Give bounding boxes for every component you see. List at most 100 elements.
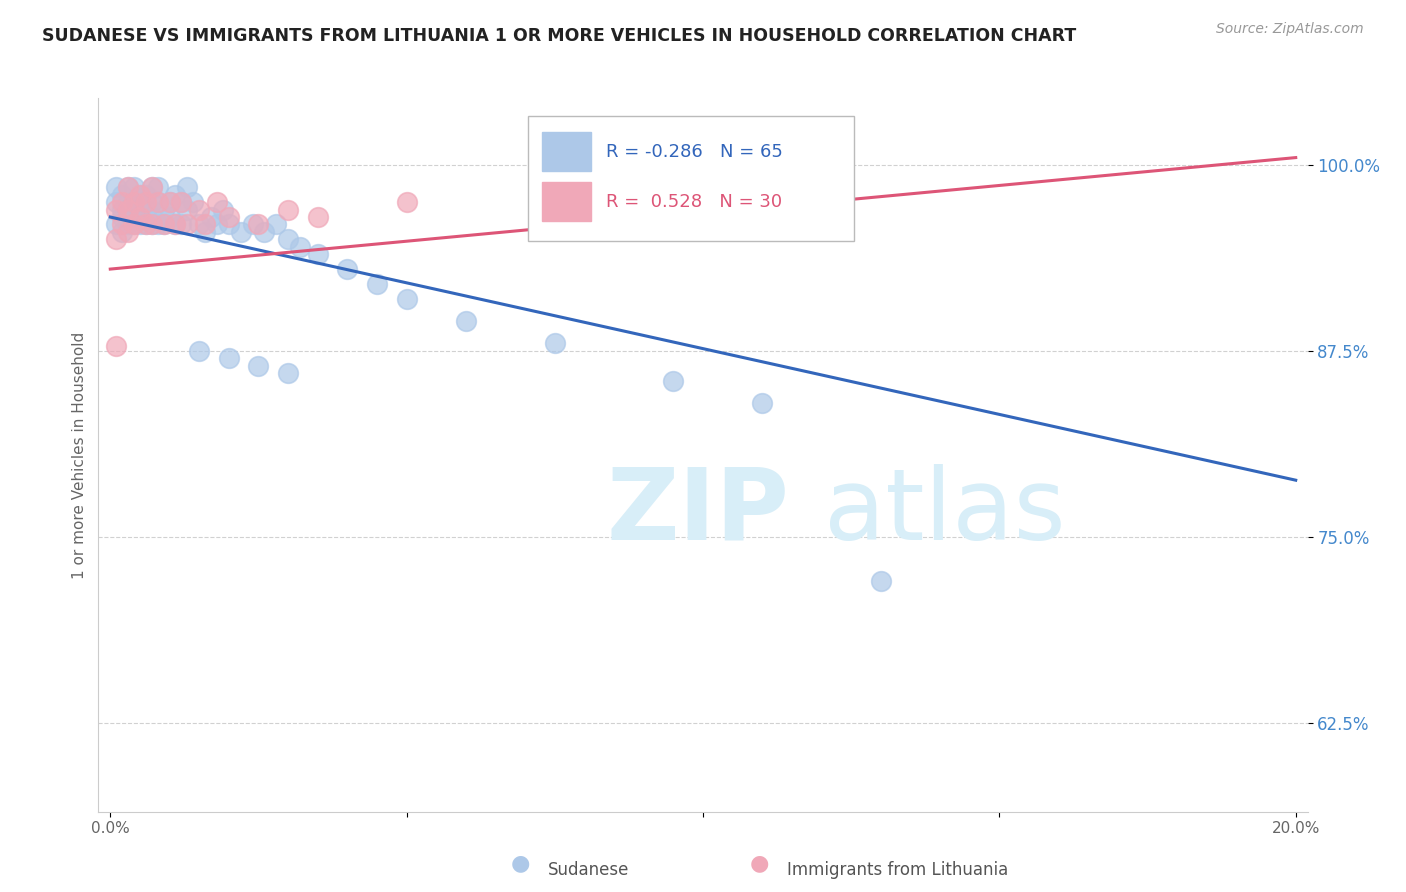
- Point: [165, 187, 187, 202]
- Point: [205, 195, 228, 210]
- Point: [105, 180, 128, 194]
- Point: [105, 195, 128, 210]
- Text: R = -0.286   N = 65: R = -0.286 N = 65: [606, 143, 783, 161]
- Point: [129, 210, 152, 224]
- Text: Immigrants from Lithuania: Immigrants from Lithuania: [787, 861, 1008, 879]
- Text: Sudanese: Sudanese: [548, 861, 630, 879]
- Point: [200, 210, 222, 224]
- Point: [229, 225, 252, 239]
- Point: [117, 225, 139, 239]
- Point: [247, 218, 270, 232]
- Point: [247, 359, 270, 373]
- Point: [188, 343, 211, 358]
- Point: [122, 218, 145, 232]
- Point: [129, 210, 152, 224]
- Point: [288, 240, 311, 254]
- Point: [129, 187, 152, 202]
- Point: [141, 218, 163, 232]
- Point: [176, 180, 198, 194]
- Point: [170, 195, 193, 210]
- Text: atlas: atlas: [824, 464, 1066, 560]
- Point: [218, 351, 240, 366]
- Point: [141, 218, 163, 232]
- Point: [111, 187, 134, 202]
- Point: [111, 218, 134, 232]
- Point: [105, 202, 128, 217]
- Point: [218, 210, 240, 224]
- Point: [122, 210, 145, 224]
- Text: SUDANESE VS IMMIGRANTS FROM LITHUANIA 1 OR MORE VEHICLES IN HOUSEHOLD CORRELATIO: SUDANESE VS IMMIGRANTS FROM LITHUANIA 1 …: [42, 27, 1077, 45]
- Point: [117, 218, 139, 232]
- Point: [135, 218, 157, 232]
- Point: [105, 339, 128, 353]
- Point: [152, 218, 174, 232]
- Point: [135, 195, 157, 210]
- Point: [205, 218, 228, 232]
- Point: [277, 202, 299, 217]
- Point: [122, 218, 145, 232]
- Point: [165, 218, 187, 232]
- Point: [117, 195, 139, 210]
- Point: [159, 195, 181, 210]
- Point: [662, 374, 685, 388]
- Point: [170, 218, 193, 232]
- Text: ●: ●: [510, 854, 530, 873]
- Point: [135, 187, 157, 202]
- Point: [135, 202, 157, 217]
- Point: [122, 195, 145, 210]
- Point: [176, 202, 198, 217]
- Point: [111, 210, 134, 224]
- Point: [141, 180, 163, 194]
- Point: [307, 210, 329, 224]
- Point: [869, 574, 891, 589]
- Point: [212, 202, 235, 217]
- Point: [111, 225, 134, 239]
- FancyBboxPatch shape: [527, 116, 855, 241]
- Point: [159, 195, 181, 210]
- Point: [146, 195, 169, 210]
- Point: [454, 314, 477, 328]
- Text: ZIP: ZIP: [606, 464, 789, 560]
- Point: [194, 225, 217, 239]
- FancyBboxPatch shape: [543, 182, 591, 221]
- Point: [264, 218, 287, 232]
- Text: Source: ZipAtlas.com: Source: ZipAtlas.com: [1216, 22, 1364, 37]
- Point: [141, 195, 163, 210]
- Point: [141, 180, 163, 194]
- Text: ●: ●: [749, 854, 769, 873]
- Point: [307, 247, 329, 261]
- Point: [135, 218, 157, 232]
- Point: [111, 202, 134, 217]
- Point: [544, 336, 567, 351]
- Point: [146, 195, 169, 210]
- Point: [152, 218, 174, 232]
- Point: [277, 232, 299, 246]
- Point: [170, 195, 193, 210]
- Point: [122, 195, 145, 210]
- Point: [366, 277, 388, 291]
- Text: R =  0.528   N = 30: R = 0.528 N = 30: [606, 193, 782, 211]
- Point: [129, 187, 152, 202]
- Point: [129, 195, 152, 210]
- Point: [395, 195, 418, 210]
- Point: [122, 180, 145, 194]
- Point: [181, 195, 204, 210]
- Point: [159, 210, 181, 224]
- Point: [188, 202, 211, 217]
- Y-axis label: 1 or more Vehicles in Household: 1 or more Vehicles in Household: [72, 331, 87, 579]
- Point: [146, 218, 169, 232]
- Point: [105, 232, 128, 246]
- Point: [152, 202, 174, 217]
- Point: [117, 202, 139, 217]
- Point: [218, 218, 240, 232]
- Point: [336, 262, 359, 277]
- Point: [141, 210, 163, 224]
- Point: [146, 180, 169, 194]
- Point: [194, 218, 217, 232]
- Point: [129, 218, 152, 232]
- Point: [176, 218, 198, 232]
- Point: [253, 225, 276, 239]
- Point: [111, 195, 134, 210]
- Point: [165, 218, 187, 232]
- FancyBboxPatch shape: [543, 132, 591, 171]
